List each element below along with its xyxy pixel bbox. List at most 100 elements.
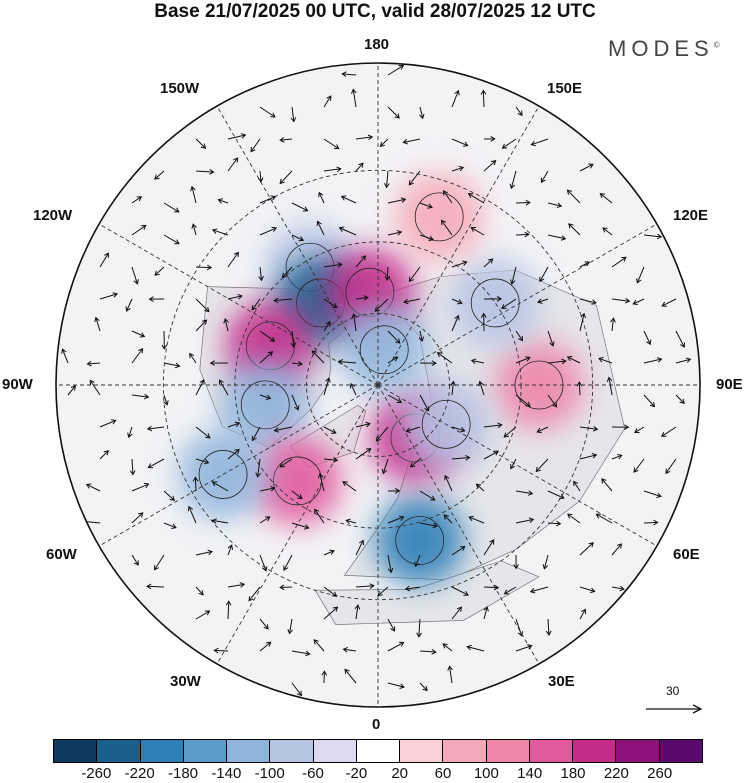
wind-vector <box>636 266 645 284</box>
colorbar-swatch <box>140 740 184 762</box>
colorbar-swatch <box>659 740 702 762</box>
colorbar-swatch <box>313 740 357 762</box>
reference-vector-label: 30 <box>666 684 680 698</box>
wind-vector <box>440 219 453 236</box>
wind-vector <box>99 450 110 460</box>
wind-vector <box>349 382 357 396</box>
lon-label-150e: 150E <box>547 80 583 97</box>
wind-vector <box>611 424 630 430</box>
wind-vector <box>579 312 586 332</box>
wind-vector <box>154 170 165 180</box>
wind-vector <box>515 199 531 206</box>
wind-vector <box>419 202 433 209</box>
wind-vector <box>291 360 303 367</box>
wind-vector <box>403 298 421 305</box>
wind-vector <box>535 458 549 473</box>
wind-vector <box>451 165 465 172</box>
wind-vector <box>209 360 229 366</box>
wind-vector <box>89 379 101 396</box>
meridian-line <box>377 223 658 386</box>
wind-vector <box>579 261 591 268</box>
wind-vector <box>414 554 421 568</box>
wind-vector <box>419 490 436 501</box>
meridian-line <box>98 384 379 547</box>
anomaly-pole-negative <box>338 303 431 396</box>
wind-vector <box>163 234 180 245</box>
wind-vector <box>451 260 468 268</box>
wind-vector <box>566 189 581 204</box>
wind-vector <box>579 425 599 432</box>
wind-vector <box>279 458 293 468</box>
wind-vector <box>341 71 357 77</box>
colorbar-tick-label: 260 <box>647 765 673 782</box>
brand-copyright: © <box>713 40 720 50</box>
wind-vector <box>480 312 487 332</box>
wind-vector <box>387 488 401 494</box>
wind-vector <box>611 297 631 304</box>
wind-vector <box>408 266 421 283</box>
colorbar-tick-label: 20 <box>391 765 408 782</box>
wind-vector <box>316 220 325 236</box>
wind-vector <box>251 298 261 311</box>
wind-vector <box>483 606 489 620</box>
wind-vector <box>131 482 150 492</box>
wind-vector <box>323 586 338 597</box>
wind-vector <box>187 505 197 524</box>
wind-vector <box>291 522 310 530</box>
wind-vector <box>61 348 69 364</box>
wind-vector <box>547 330 555 347</box>
wind-vector <box>513 554 519 570</box>
wind-vector <box>217 198 229 204</box>
wind-vector <box>355 448 372 460</box>
wind-vector <box>419 648 437 655</box>
wind-vector <box>643 490 662 499</box>
wind-vector <box>255 458 261 478</box>
wind-vector <box>377 586 389 597</box>
wind-vector <box>436 352 453 364</box>
wind-vector <box>545 618 552 636</box>
colorbar-swatch <box>573 740 617 762</box>
wind-vector <box>443 514 453 524</box>
colorbar-swatch <box>183 740 228 762</box>
lon-label-90e: 90E <box>716 376 743 393</box>
wind-vector <box>259 641 272 652</box>
wind-vector <box>379 138 389 148</box>
wind-vector <box>468 515 485 524</box>
wind-vector <box>163 362 181 369</box>
wind-vector <box>127 426 133 439</box>
wind-vector <box>195 264 213 271</box>
wind-vector <box>257 170 264 183</box>
wind-vector <box>408 170 421 186</box>
wind-vector <box>291 650 311 657</box>
wind-vector <box>665 458 677 475</box>
wind-vector <box>387 618 396 632</box>
wind-vector <box>515 490 534 496</box>
wind-vector <box>342 481 357 492</box>
wind-vector <box>467 193 485 204</box>
wind-vector <box>291 490 303 500</box>
wind-vector <box>131 554 139 566</box>
colorbar-swatch <box>529 740 574 762</box>
wind-vector <box>323 549 335 556</box>
wind-vector <box>576 381 583 396</box>
wind-vector <box>503 426 517 438</box>
wind-vector <box>281 266 293 279</box>
wind-vector <box>321 670 328 684</box>
wind-vector <box>599 192 613 204</box>
wind-vector <box>419 522 438 529</box>
wind-vector <box>223 318 229 332</box>
colorbar-ticks: -260 -220 -180 -140 -100 -60 -20 20 60 100 140 180 2… <box>0 765 750 783</box>
wind-vector <box>451 89 460 108</box>
wind-vector <box>354 604 361 620</box>
wind-vector <box>323 166 342 173</box>
wind-vector <box>515 330 524 342</box>
wind-vector <box>483 296 503 302</box>
wind-vector <box>660 426 677 437</box>
wind-vector <box>632 298 645 305</box>
wind-vector <box>131 266 139 285</box>
colorbar-tick-label: -180 <box>167 765 199 782</box>
wind-vector <box>547 358 567 365</box>
wind-vector <box>190 185 197 204</box>
wind-vector <box>355 295 369 301</box>
